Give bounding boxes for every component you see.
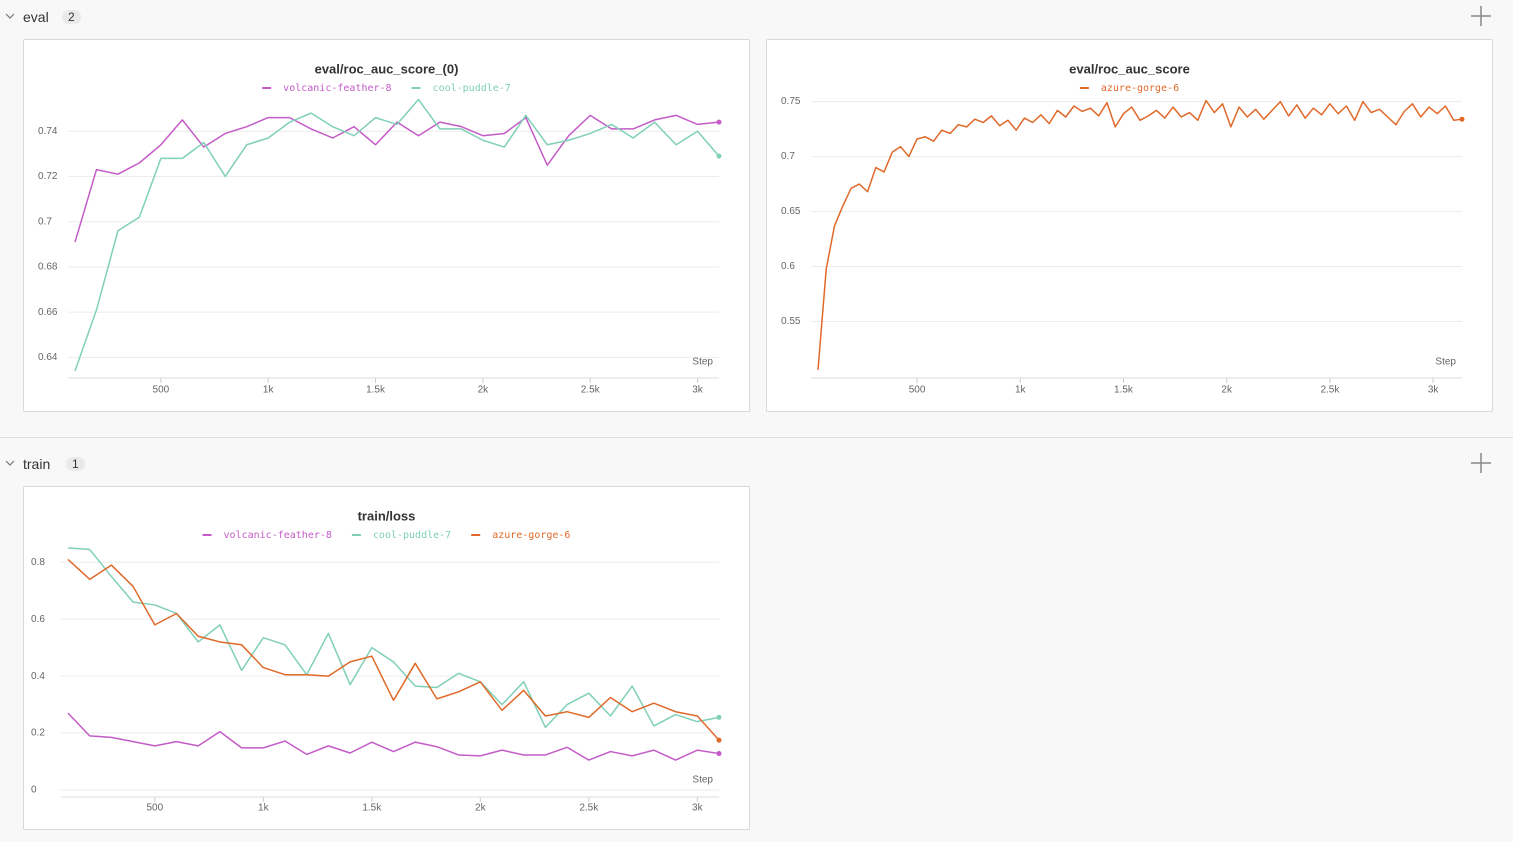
y-tick-label: 0.2 <box>31 728 45 739</box>
x-tick-label: 1k <box>258 803 270 814</box>
chart-title: eval/roc_auc_score <box>1069 61 1190 76</box>
series-end-dot <box>716 714 722 720</box>
x-tick-label: 2k <box>478 385 490 396</box>
series-end-dot <box>1459 116 1465 122</box>
x-tick-label: 2k <box>475 803 487 814</box>
divider <box>0 437 1513 438</box>
legend-label: volcanic-feather-8 <box>283 83 391 94</box>
legend-label: volcanic-feather-8 <box>224 530 332 541</box>
x-tick-label: 1.5k <box>366 385 386 396</box>
chart: eval/roc_auc_score_(0) volcanic-feather-8… <box>38 61 722 396</box>
x-tick-label: 1.5k <box>362 803 382 814</box>
series-end-dot <box>716 153 722 159</box>
section-count: 1 <box>66 457 85 471</box>
x-axis-label: Step <box>1435 357 1456 368</box>
series-line <box>67 558 720 741</box>
chart: train/loss volcanic-feather-8 cool-puddle-… <box>31 508 722 814</box>
section-count: 2 <box>62 10 81 24</box>
x-tick-label: 500 <box>146 803 163 814</box>
y-tick-label: 0.8 <box>31 557 45 568</box>
chart-panel: train/loss volcanic-feather-8 cool-puddle-… <box>23 486 750 830</box>
section-header[interactable]: eval 2 <box>0 2 1513 32</box>
legend-label: cool-puddle-7 <box>373 530 451 541</box>
y-tick-label: 0.72 <box>38 171 58 182</box>
legend: volcanic-feather-8 cool-puddle-7 <box>262 83 511 94</box>
series-line <box>67 712 720 761</box>
chevron[interactable] <box>4 456 16 470</box>
x-tick-label: 3k <box>692 385 704 396</box>
series-line <box>74 98 720 372</box>
section-name: eval <box>23 9 49 25</box>
x-tick-label: 2.5k <box>1320 385 1340 396</box>
y-tick-label: 0.6 <box>31 614 45 625</box>
x-tick-label: 3k <box>1428 385 1440 396</box>
y-tick-label: 0.55 <box>781 316 801 327</box>
y-tick-label: 0.64 <box>38 352 58 363</box>
y-tick-label: 0.6 <box>781 261 795 272</box>
y-tick-label: 0.66 <box>38 307 58 318</box>
series-end-dot <box>716 119 722 125</box>
x-tick-label: 2.5k <box>581 385 601 396</box>
legend-label: azure-gorge-6 <box>492 530 570 541</box>
y-tick-label: 0.75 <box>781 96 801 107</box>
chart-title: eval/roc_auc_score_(0) <box>315 61 459 76</box>
x-tick-label: 1.5k <box>1114 385 1134 396</box>
add-panel-button[interactable] <box>1470 5 1492 27</box>
x-tick-label: 2.5k <box>579 803 599 814</box>
legend-label: cool-puddle-7 <box>433 83 511 94</box>
series-end-dot <box>716 751 722 757</box>
series-line <box>817 99 1463 370</box>
chart-title: train/loss <box>358 508 416 523</box>
x-axis-label: Step <box>692 357 713 368</box>
section-header[interactable]: train 1 <box>0 449 1513 479</box>
x-tick-label: 500 <box>909 385 926 396</box>
chart-panel: eval/roc_auc_score_(0) volcanic-feather-8… <box>23 39 750 412</box>
legend: azure-gorge-6 <box>1079 83 1179 94</box>
x-tick-label: 1k <box>263 385 275 396</box>
y-tick-label: 0 <box>31 785 37 796</box>
x-tick-label: 1k <box>1015 385 1027 396</box>
legend-label: azure-gorge-6 <box>1101 83 1179 94</box>
section-name: train <box>23 456 51 472</box>
y-tick-label: 0.65 <box>781 206 801 217</box>
y-tick-label: 0.7 <box>781 151 795 162</box>
chart-panel: eval/roc_auc_score azure-gorge-6 0.55 0.6 0.… <box>766 39 1493 412</box>
x-axis-label: Step <box>692 775 713 786</box>
y-tick-label: 0.4 <box>31 671 45 682</box>
chevron[interactable] <box>4 9 16 23</box>
y-tick-label: 0.7 <box>38 216 52 227</box>
series-end-dot <box>716 737 722 743</box>
y-tick-label: 0.74 <box>38 126 58 137</box>
y-tick-label: 0.68 <box>38 262 58 273</box>
chart: eval/roc_auc_score azure-gorge-6 0.55 0.6 0.… <box>781 61 1465 396</box>
x-tick-label: 500 <box>153 385 170 396</box>
add-panel-button[interactable] <box>1470 452 1492 474</box>
x-tick-label: 3k <box>692 803 704 814</box>
legend: volcanic-feather-8 cool-puddle-7 azure-gor… <box>202 530 570 541</box>
series-line <box>74 114 720 243</box>
x-tick-label: 2k <box>1221 385 1233 396</box>
